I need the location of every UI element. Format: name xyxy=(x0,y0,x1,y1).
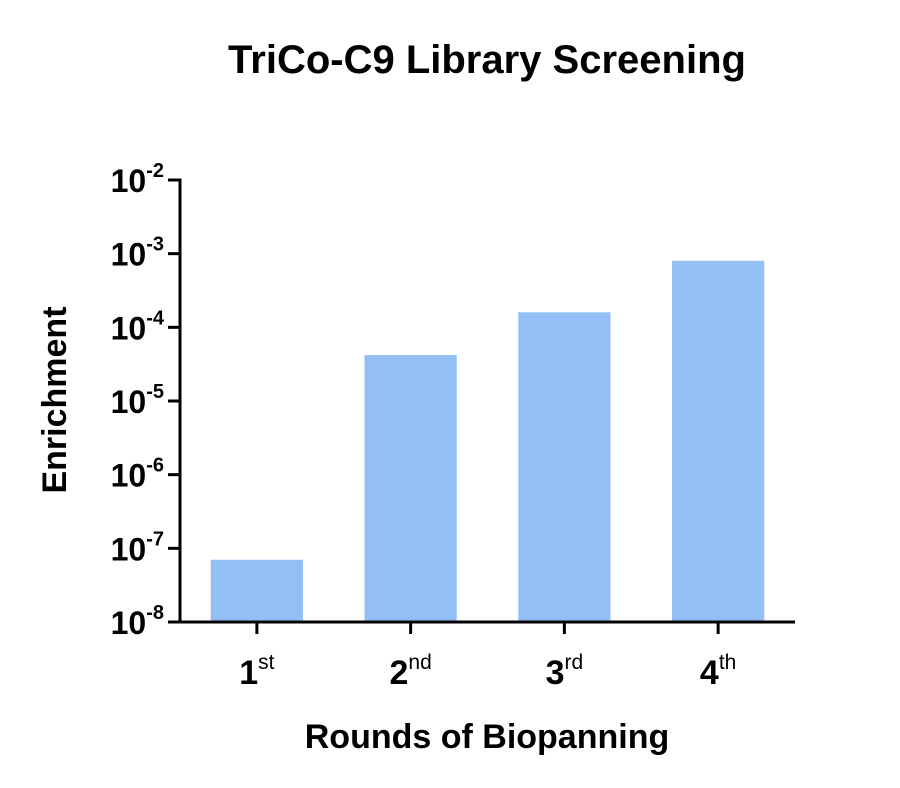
y-tick-label: 10-6 xyxy=(111,455,164,494)
bar-round-2 xyxy=(364,355,457,622)
y-tick-label: 10-4 xyxy=(111,307,165,346)
y-tick-label: 10-2 xyxy=(111,160,164,199)
y-axis: 10-8 10-7 10-6 10-5 10-4 10-3 10-2 xyxy=(111,160,182,641)
bar-round-1 xyxy=(210,559,303,622)
x-tick-label: 4th xyxy=(700,651,736,692)
chart-title: TriCo-C9 Library Screening xyxy=(228,38,746,82)
y-axis-title: Enrichment xyxy=(36,306,74,493)
y-tick-label: 10-7 xyxy=(111,528,164,567)
bars-group xyxy=(210,260,765,622)
x-tick-label: 3rd xyxy=(546,651,584,692)
x-axis-title: Rounds of Biopanning xyxy=(305,718,670,756)
bar-round-3 xyxy=(518,312,611,622)
x-tick-label: 2nd xyxy=(389,651,431,692)
bar-round-4 xyxy=(672,260,765,622)
x-axis: 1st 2nd 3rd 4th xyxy=(178,620,795,692)
y-tick-label: 10-5 xyxy=(111,381,164,420)
y-tick-label: 10-8 xyxy=(111,602,164,641)
y-tick-label: 10-3 xyxy=(111,234,164,273)
x-tick-label: 1st xyxy=(239,651,274,692)
